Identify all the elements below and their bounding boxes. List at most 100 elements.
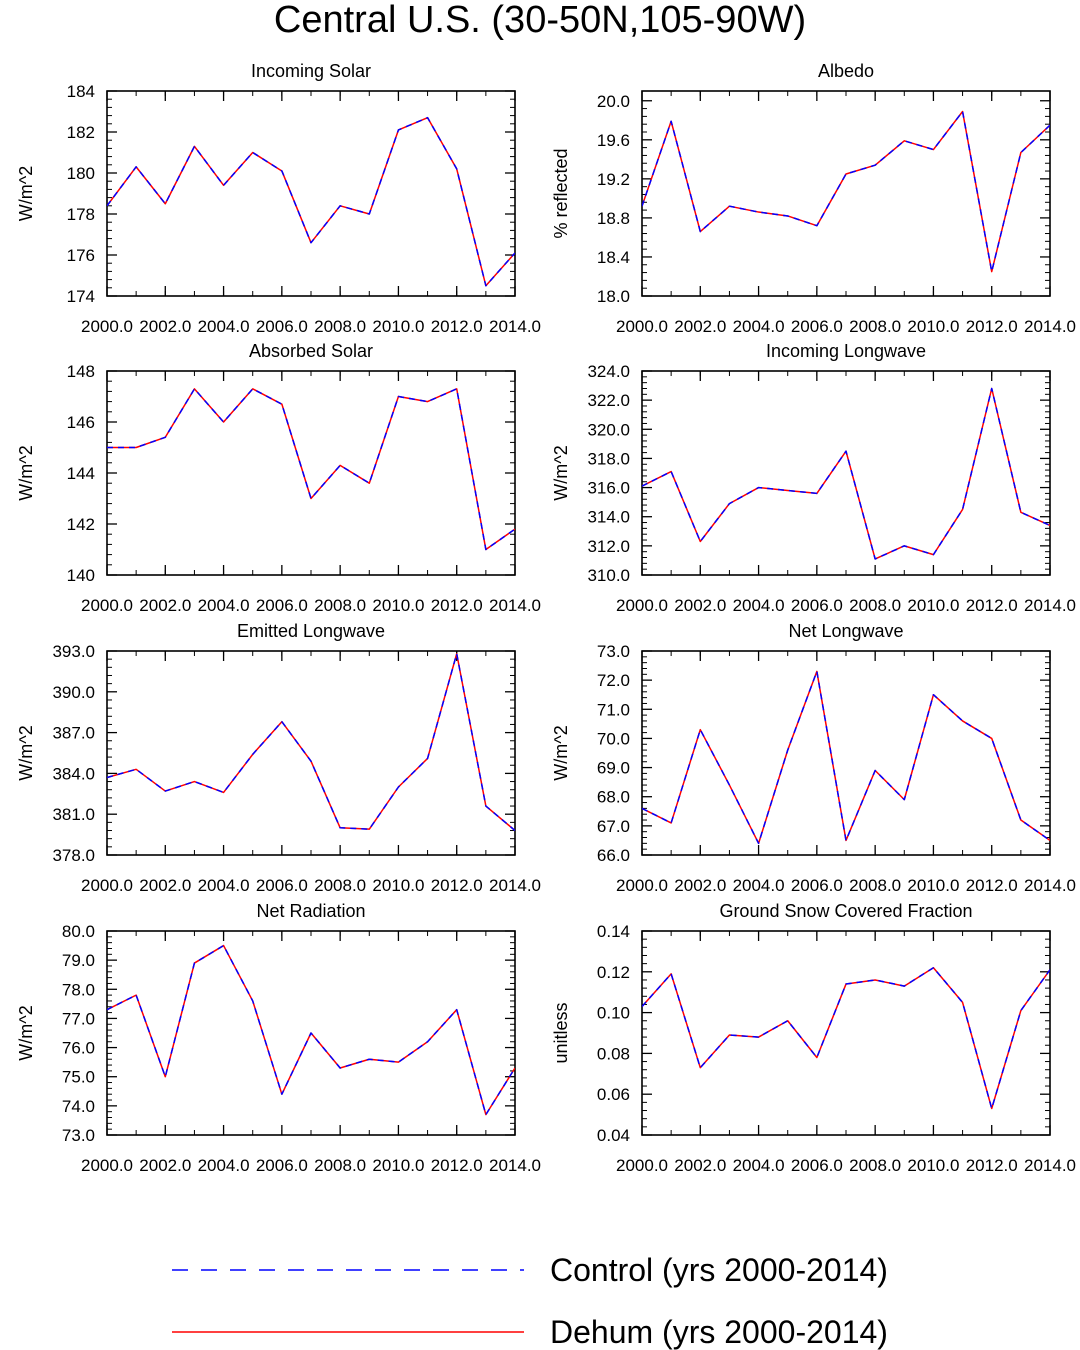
y-tick-label: 318.0 [587, 449, 630, 468]
x-tick-label: 2004.0 [198, 1156, 250, 1175]
y-tick-label: 80.0 [62, 922, 95, 941]
chart-title: Emitted Longwave [237, 621, 385, 641]
x-tick-label: 2012.0 [966, 876, 1018, 895]
x-tick-label: 2012.0 [966, 596, 1018, 615]
chart-panel-3: Absorbed Solar W/m^2 2000.0 2002.0 2004.0 200… [16, 341, 541, 615]
x-tick-label: 2012.0 [431, 596, 483, 615]
x-tick-label: 2008.0 [849, 876, 901, 895]
x-tick-label: 2008.0 [849, 317, 901, 336]
y-tick-label: 144 [67, 464, 95, 483]
x-tick-label: 2000.0 [616, 876, 668, 895]
x-tick-label: 2002.0 [139, 876, 191, 895]
plot-frame [641, 90, 1051, 297]
y-tick-label: 0.12 [597, 963, 630, 982]
series-line-control [642, 966, 1050, 1110]
y-tick-label: 182 [67, 123, 95, 142]
x-tick-label: 2014.0 [489, 317, 541, 336]
x-tick-label: 2002.0 [139, 317, 191, 336]
y-tick-label: 146 [67, 413, 95, 432]
y-tick-label: 174 [67, 287, 95, 306]
y-tick-label: 184 [67, 82, 95, 101]
y-axis-label: W/m^2 [551, 445, 571, 500]
x-tick-label: 2004.0 [198, 596, 250, 615]
chart-title: Ground Snow Covered Fraction [719, 901, 972, 921]
x-tick-label: 2010.0 [907, 876, 959, 895]
x-tick-label: 2004.0 [733, 317, 785, 336]
y-tick-label: 68.0 [597, 788, 630, 807]
x-tick-label: 2014.0 [1024, 596, 1076, 615]
series-line-control [107, 116, 515, 287]
chart-title: Incoming Longwave [766, 341, 926, 361]
y-axis-label: W/m^2 [16, 445, 36, 500]
x-tick-label: 2006.0 [791, 876, 843, 895]
y-tick-label: 322.0 [587, 391, 630, 410]
x-tick-label: 2014.0 [1024, 876, 1076, 895]
y-tick-label: 78.0 [62, 980, 95, 999]
y-tick-label: 0.08 [597, 1044, 630, 1063]
x-tick-label: 2004.0 [198, 876, 250, 895]
y-tick-label: 390.0 [52, 683, 95, 702]
y-tick-label: 393.0 [52, 642, 95, 661]
y-tick-label: 0.04 [597, 1126, 630, 1145]
y-tick-label: 387.0 [52, 724, 95, 743]
y-tick-label: 310.0 [587, 566, 630, 585]
x-tick-label: 2006.0 [256, 1156, 308, 1175]
x-tick-label: 2006.0 [791, 1156, 843, 1175]
x-tick-label: 2014.0 [489, 596, 541, 615]
x-tick-label: 2012.0 [966, 1156, 1018, 1175]
x-tick-label: 2012.0 [431, 1156, 483, 1175]
chart-title: Net Radiation [256, 901, 365, 921]
y-tick-label: 70.0 [597, 729, 630, 748]
y-tick-label: 18.4 [597, 248, 630, 267]
y-tick-label: 67.0 [597, 817, 630, 836]
chart-panel-6: Net Longwave W/m^2 2000.0 2002.0 2004.0 2006.… [551, 621, 1076, 895]
y-axis-label: W/m^2 [16, 1005, 36, 1060]
chart-panel-7: Net Radiation W/m^2 2000.0 2002.0 2004.0 2006… [16, 901, 541, 1175]
y-tick-label: 140 [67, 566, 95, 585]
series-line-control [107, 388, 515, 551]
x-tick-label: 2002.0 [674, 596, 726, 615]
x-tick-label: 2000.0 [616, 317, 668, 336]
y-tick-label: 142 [67, 515, 95, 534]
y-tick-label: 69.0 [597, 759, 630, 778]
y-tick-label: 384.0 [52, 764, 95, 783]
x-tick-label: 2000.0 [81, 876, 133, 895]
chart-panel-4: Incoming Longwave W/m^2 2000.0 2002.0 2004.0… [551, 341, 1076, 615]
y-tick-label: 0.14 [597, 922, 630, 941]
y-tick-label: 378.0 [52, 846, 95, 865]
series-line-dehum [642, 387, 1050, 560]
x-tick-label: 2010.0 [372, 876, 424, 895]
x-tick-label: 2002.0 [674, 317, 726, 336]
x-tick-label: 2008.0 [314, 596, 366, 615]
x-tick-label: 2014.0 [1024, 317, 1076, 336]
x-tick-label: 2000.0 [81, 596, 133, 615]
x-tick-label: 2006.0 [256, 317, 308, 336]
plot-frame [641, 650, 1051, 856]
series-line-dehum [107, 652, 515, 832]
series-line-control [107, 652, 515, 832]
x-tick-label: 2004.0 [198, 317, 250, 336]
y-axis-label: W/m^2 [551, 725, 571, 780]
x-tick-label: 2012.0 [966, 317, 1018, 336]
y-tick-label: 71.0 [597, 700, 630, 719]
chart-panel-5: Emitted Longwave W/m^2 2000.0 2002.0 2004.0 2… [16, 621, 541, 895]
y-tick-label: 77.0 [62, 1009, 95, 1028]
y-tick-label: 18.0 [597, 287, 630, 306]
y-tick-label: 0.10 [597, 1004, 630, 1023]
x-tick-label: 2006.0 [791, 317, 843, 336]
plot-frame [106, 90, 516, 297]
y-tick-label: 381.0 [52, 805, 95, 824]
x-tick-label: 2006.0 [256, 876, 308, 895]
y-tick-label: 79.0 [62, 951, 95, 970]
x-tick-label: 2002.0 [139, 596, 191, 615]
x-tick-label: 2008.0 [314, 876, 366, 895]
x-tick-label: 2006.0 [791, 596, 843, 615]
x-tick-label: 2010.0 [907, 1156, 959, 1175]
plot-frame [106, 650, 516, 856]
x-tick-label: 2014.0 [1024, 1156, 1076, 1175]
x-tick-label: 2014.0 [489, 1156, 541, 1175]
chart-panel-1: Incoming Solar W/m^2 2000.0 2002.0 2004.0 200… [16, 61, 541, 336]
x-tick-label: 2000.0 [616, 1156, 668, 1175]
series-line-control [642, 670, 1050, 845]
